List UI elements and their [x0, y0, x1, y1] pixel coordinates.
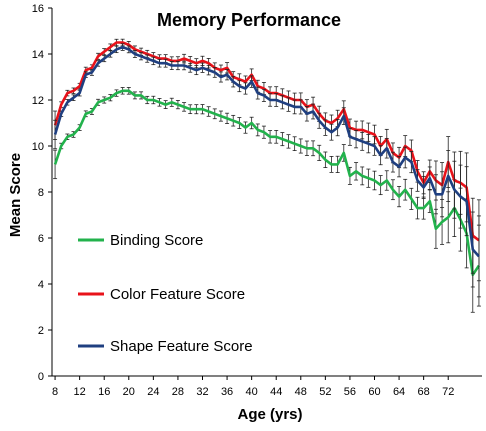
legend: Binding Score Color Feature Score Shape Fe… — [78, 232, 253, 355]
series-line — [53, 45, 480, 258]
x-tick-label: 28 — [172, 386, 184, 398]
x-tick-label: 60 — [368, 386, 380, 398]
x-tick-label: 20 — [123, 386, 135, 398]
y-tick-label: 4 — [38, 279, 44, 291]
x-tick-label: 48 — [295, 386, 307, 398]
x-tick-label: 52 — [319, 386, 331, 398]
y-tick-label: 12 — [32, 95, 44, 107]
legend-label: Binding Score — [110, 232, 203, 249]
x-tick-label: 36 — [221, 386, 233, 398]
x-tick-label: 44 — [270, 386, 282, 398]
x-tick-label: 72 — [442, 386, 454, 398]
legend-item: Binding Score — [78, 232, 203, 249]
x-tick-label: 24 — [147, 386, 159, 398]
series-line — [53, 41, 480, 242]
x-tick-label: 68 — [418, 386, 430, 398]
legend-item: Shape Feature Score — [78, 338, 253, 355]
y-tick-label: 0 — [38, 371, 44, 383]
legend-label: Color Feature Score — [110, 286, 245, 303]
series-binding-score — [53, 87, 481, 313]
x-tick-label: 8 — [52, 386, 58, 398]
x-tick-label: 56 — [344, 386, 356, 398]
series-shape-feature-score — [53, 43, 481, 298]
y-axis-title: Mean Score — [7, 153, 24, 237]
series-line — [53, 89, 480, 277]
legend-item: Color Feature Score — [78, 286, 245, 303]
x-axis-title: Age (yrs) — [237, 406, 302, 423]
y-tick-label: 14 — [32, 49, 44, 61]
y-tick-label: 8 — [38, 187, 44, 199]
x-tick-label: 40 — [246, 386, 258, 398]
x-tick-label: 16 — [98, 386, 110, 398]
plot-area — [53, 38, 481, 313]
legend-label: Shape Feature Score — [110, 338, 253, 355]
chart-title: Memory Performance — [157, 10, 341, 30]
x-tick-label: 12 — [74, 386, 86, 398]
y-tick-label: 6 — [38, 233, 44, 245]
y-tick-label: 10 — [32, 141, 44, 153]
x-tick-label: 32 — [196, 386, 208, 398]
y-tick-label: 2 — [38, 325, 44, 337]
x-tick-label: 64 — [393, 386, 405, 398]
y-tick-label: 16 — [32, 3, 44, 15]
